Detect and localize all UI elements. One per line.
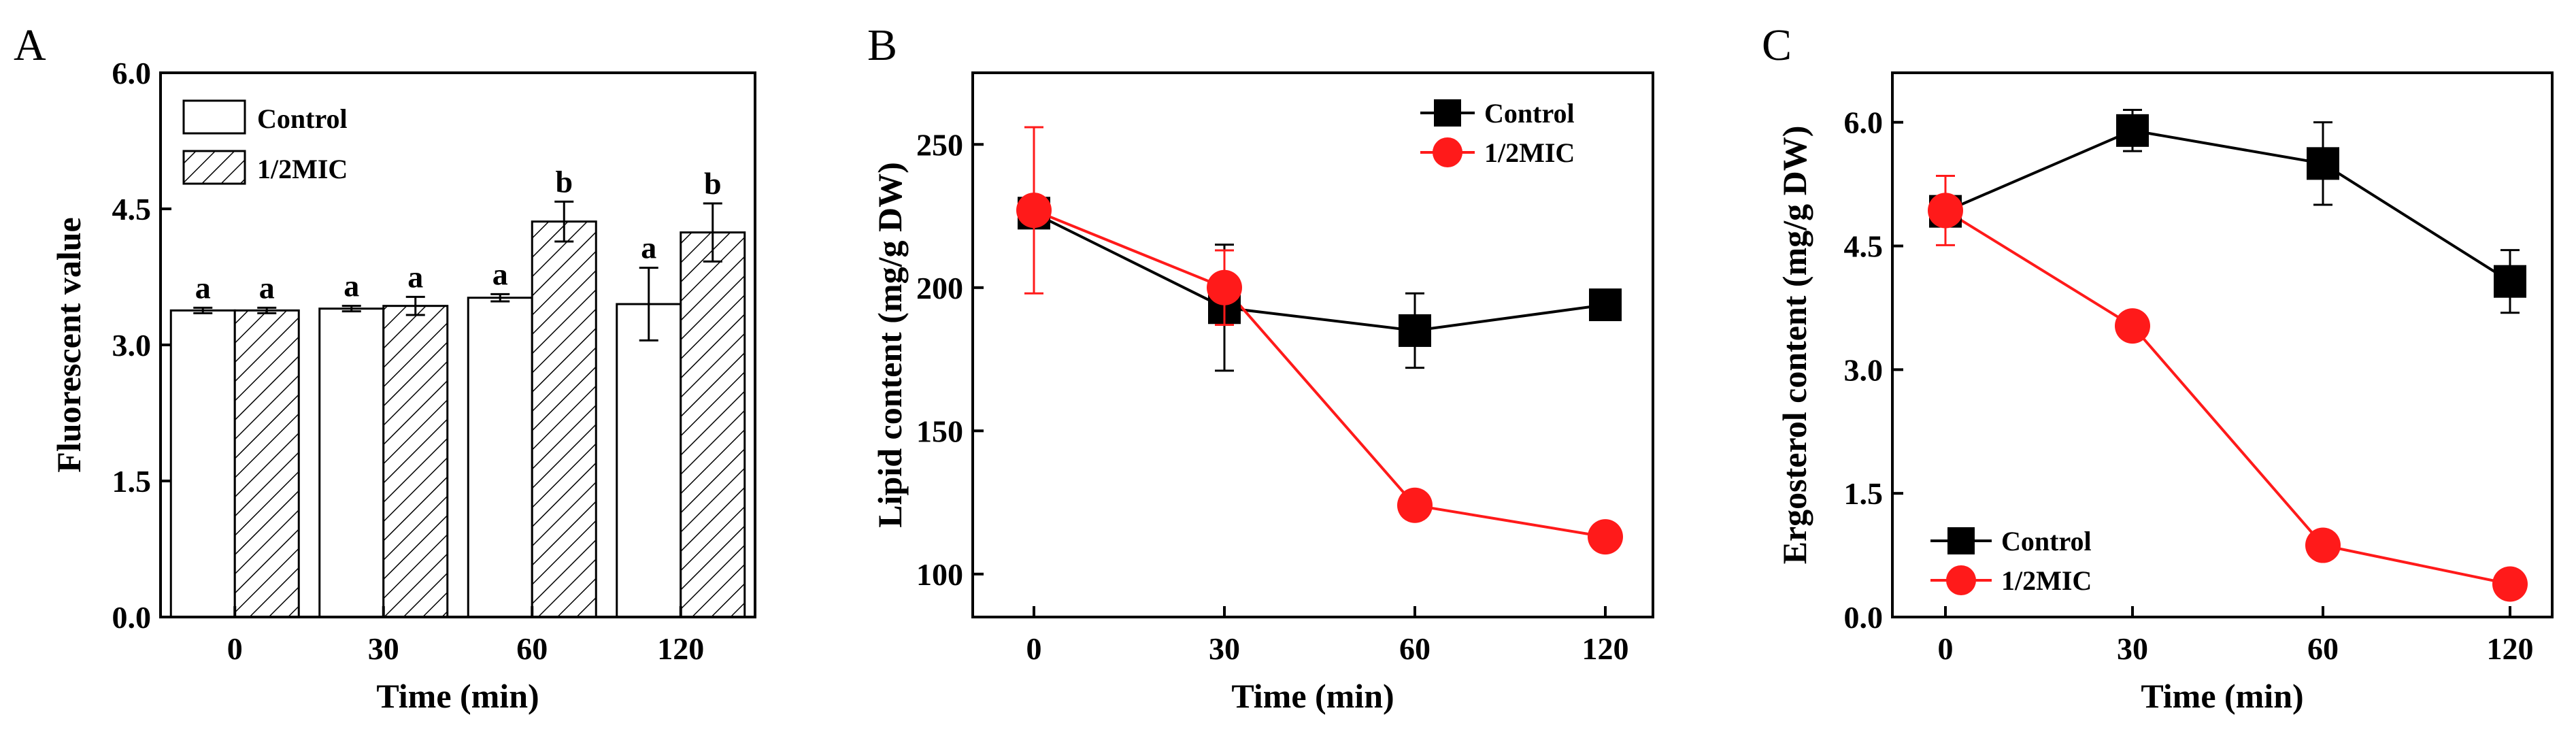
panel-b-x-ticks: 0 30 60 120 — [1026, 606, 1629, 666]
panel-c-y-ticks: 0.0 1.5 3.0 4.5 6.0 — [1844, 105, 1903, 635]
panel-a-bars: a a a a a b a b — [169, 164, 746, 618]
panel-a-frame — [159, 71, 756, 618]
significance-label: b — [704, 166, 722, 201]
bar-control — [616, 303, 682, 618]
panel-b-series — [1016, 126, 1623, 555]
bar-control — [467, 297, 533, 618]
series-line-mic — [1033, 209, 1606, 539]
legend-swatch-mic — [182, 150, 246, 185]
data-point-mic — [1588, 519, 1623, 555]
x-tick-label: 120 — [657, 631, 704, 666]
significance-label: b — [555, 164, 573, 199]
panel-c-y-axis-title: Ergosterol content (mg/g DW) — [1775, 126, 1813, 565]
legend-marker-mic — [1946, 565, 1976, 595]
y-tick-label: 250 — [916, 127, 963, 162]
panel-a-y-axis-title: Fluorescent value — [50, 217, 88, 472]
y-tick-label: 0.0 — [1844, 600, 1884, 635]
y-tick-label: 0.0 — [112, 600, 152, 635]
y-tick-label: 1.5 — [112, 464, 152, 499]
bar-mic — [382, 305, 449, 618]
panel-a-legend: Control 1/2MIC — [182, 99, 348, 185]
legend-marker-control — [1947, 527, 1975, 554]
x-tick-label: 30 — [2117, 631, 2148, 666]
y-tick-label: 1.5 — [1844, 476, 1884, 511]
series-line-control — [1945, 129, 2511, 283]
x-tick-label: 60 — [2307, 631, 2339, 666]
y-tick-label: 4.5 — [1844, 229, 1884, 264]
legend-label-control: Control — [2001, 526, 2092, 556]
y-tick-label: 150 — [916, 414, 963, 448]
x-tick-label: 0 — [227, 631, 243, 666]
significance-label: a — [641, 231, 656, 265]
y-tick-label: 3.0 — [1844, 352, 1884, 387]
data-point-mic — [2305, 527, 2341, 563]
legend-label-mic: 1/2MIC — [2001, 565, 2092, 596]
panel-b-y-axis-title: Lipid content (mg/g DW) — [871, 162, 909, 528]
panel-c-x-ticks: 0 30 60 120 — [1938, 606, 2534, 666]
data-point-control — [1589, 288, 1622, 322]
panel-c-x-axis-title: Time (min) — [2141, 677, 2303, 715]
x-tick-label: 0 — [1938, 631, 1954, 666]
data-point-control — [2307, 147, 2339, 180]
bar-mic — [531, 220, 597, 618]
y-tick-label: 6.0 — [1844, 105, 1884, 140]
data-point-mic — [1207, 269, 1242, 305]
y-tick-label: 200 — [916, 271, 963, 305]
panel-c-legend: Control 1/2MIC — [1930, 526, 2092, 596]
panel-letter-b: B — [867, 20, 897, 70]
data-point-mic — [1928, 193, 1963, 229]
panel-b-legend: Control 1/2MIC — [1420, 98, 1575, 168]
significance-label: a — [407, 259, 423, 294]
panel-letter-a: A — [14, 20, 46, 70]
y-tick-label: 3.0 — [112, 328, 152, 363]
panel-c-frame — [1891, 71, 2554, 618]
legend-marker-control — [1434, 99, 1461, 127]
panel-c-series — [1928, 109, 2528, 602]
legend-label-mic: 1/2MIC — [257, 154, 348, 184]
y-tick-label: 100 — [916, 557, 963, 592]
legend-label-control: Control — [257, 103, 348, 134]
legend-swatch-control — [182, 99, 246, 135]
series-line-mic — [1944, 209, 2511, 586]
bar-mic — [680, 231, 746, 618]
x-tick-label: 30 — [1209, 631, 1240, 666]
significance-label: a — [492, 256, 508, 291]
bar-control — [169, 309, 236, 618]
panel-a-x-axis-title: Time (min) — [376, 677, 539, 715]
bar-control — [318, 307, 385, 618]
x-tick-label: 30 — [368, 631, 399, 666]
panel-a-x-ticks: 0 30 60 120 — [227, 606, 704, 666]
bar-mic — [233, 309, 300, 618]
panel-c: C 0.0 1.5 3.0 4.5 6.0 0 30 60 120 Ergosterol co… — [1762, 20, 2554, 715]
x-tick-label: 60 — [1399, 631, 1431, 666]
data-point-mic — [1016, 193, 1052, 229]
legend-marker-mic — [1433, 137, 1462, 167]
significance-label: a — [344, 269, 359, 303]
legend-label-mic: 1/2MIC — [1484, 137, 1575, 168]
panel-a: A a a a a a b a b 0.0 1.5 3.0 4.5 6.0 0 30 60 120 Fluo… — [14, 20, 756, 715]
panel-b: B 100 150 200 250 0 30 60 120 Lipid content (m… — [867, 20, 1654, 715]
series-line-control — [1033, 212, 1606, 332]
panel-a-y-ticks: 0.0 1.5 3.0 4.5 6.0 — [112, 56, 171, 635]
legend-label-control: Control — [1484, 98, 1575, 129]
data-point-mic — [1397, 487, 1433, 523]
significance-label: a — [259, 270, 275, 305]
data-point-mic — [2492, 566, 2528, 602]
data-point-mic — [2115, 308, 2150, 344]
x-tick-label: 120 — [1582, 631, 1629, 666]
x-tick-label: 60 — [516, 631, 548, 666]
data-point-control — [2494, 265, 2526, 298]
y-tick-label: 4.5 — [112, 192, 152, 227]
panel-b-x-axis-title: Time (min) — [1231, 677, 1394, 715]
panel-letter-c: C — [1762, 20, 1792, 70]
significance-label: a — [195, 270, 211, 305]
x-tick-label: 0 — [1026, 631, 1042, 666]
data-point-control — [1399, 314, 1431, 347]
y-tick-label: 6.0 — [112, 56, 152, 90]
data-point-control — [2116, 114, 2149, 147]
x-tick-label: 120 — [2487, 631, 2534, 666]
panel-b-y-ticks: 100 150 200 250 — [916, 127, 984, 592]
panel-b-frame — [971, 71, 1654, 618]
